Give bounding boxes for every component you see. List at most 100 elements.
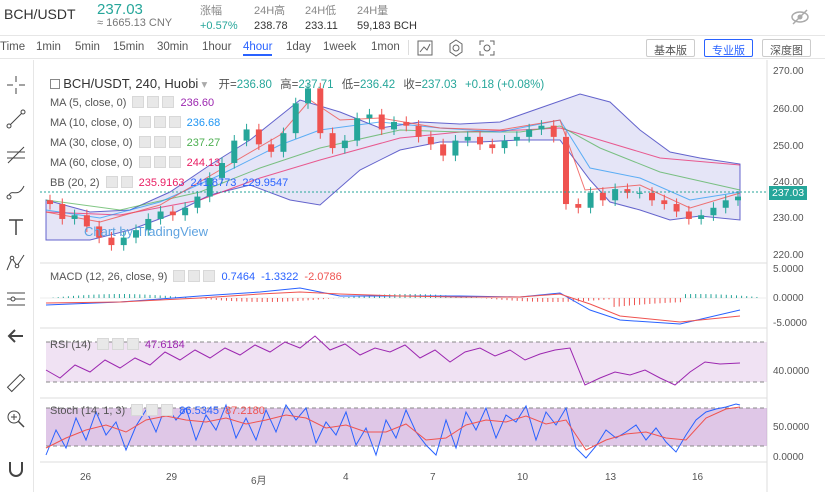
candle-body	[341, 140, 348, 149]
time-tick: 6月	[251, 476, 267, 487]
candle-body	[526, 129, 533, 137]
time-tick: 13	[605, 472, 617, 483]
rsi-line	[45, 335, 741, 386]
candle-body	[231, 140, 238, 163]
crosshair-icon[interactable]	[5, 74, 27, 96]
candle-body	[501, 140, 508, 149]
candle-body	[378, 114, 385, 130]
time-tick: 10	[517, 472, 529, 483]
candle-body	[440, 144, 447, 156]
chevron-down-icon[interactable]: ▾	[201, 79, 208, 91]
stat-high: 24H高 238.78	[254, 5, 288, 32]
cny-price: ≈ 1665.13 CNY	[97, 17, 173, 29]
candle-body	[182, 207, 189, 216]
candle-body	[96, 226, 103, 238]
candle-body	[489, 144, 496, 149]
text-icon[interactable]	[5, 216, 27, 238]
legend-symbol: BCH/USDT, 240, Huobi	[63, 76, 199, 91]
chart-type-icon[interactable]	[416, 39, 434, 57]
trendline-icon[interactable]	[5, 108, 27, 130]
rsi-legend[interactable]: RSI (14) 47.6184	[50, 338, 185, 351]
stoch-tick: 50.0000	[773, 422, 810, 433]
candle-body	[599, 192, 606, 201]
stoch-legend[interactable]: Stoch (14, 1, 3) 86.5345 87.2180	[50, 404, 265, 417]
candle-body	[538, 125, 545, 130]
fib-icon[interactable]	[5, 144, 27, 166]
interval-1week[interactable]: 1week	[323, 41, 357, 53]
candle-body	[391, 121, 397, 130]
candle-body	[550, 125, 557, 137]
interval-time[interactable]: Time	[0, 41, 26, 53]
fullscreen-icon[interactable]	[478, 39, 496, 57]
collapse-icon[interactable]	[50, 79, 60, 89]
magnet-icon[interactable]	[5, 458, 27, 480]
interval-1mon[interactable]: 1mon	[371, 41, 400, 53]
candle-body	[71, 215, 78, 219]
candle-body	[563, 136, 569, 205]
hide-eye-icon[interactable]	[789, 6, 811, 28]
drawing-toolbar	[0, 60, 34, 492]
chart-legend: BCH/USDT, 240, Huobi ▾ 开=236.80 高=237.71…	[50, 76, 544, 92]
ma10-legend[interactable]: MA (10, close, 0) 236.68	[50, 116, 221, 129]
candle-body	[59, 204, 66, 219]
candle-body	[636, 192, 643, 194]
ma60-line	[45, 127, 741, 216]
candle-body	[47, 200, 53, 205]
candle-body	[415, 125, 422, 137]
last-price: 237.03	[97, 1, 143, 18]
candle-body	[169, 211, 176, 216]
brush-icon[interactable]	[5, 180, 27, 202]
candle-body	[403, 121, 410, 126]
candle-body	[354, 118, 361, 141]
interval-5min[interactable]: 5min	[75, 41, 100, 53]
chart-canvas[interactable]	[0, 60, 825, 492]
macd-histogram	[52, 294, 758, 307]
interval-15min[interactable]: 15min	[113, 41, 145, 53]
macd-tick: 0.0000	[773, 293, 804, 304]
macd-legend[interactable]: MACD (12, 26, close, 9) 0.7464 -1.3322 -2.…	[50, 270, 342, 283]
bb-legend[interactable]: BB (20, 2) 235.9163 241.8773 229.9547	[50, 176, 289, 189]
symbol-name: BCH/USDT	[4, 6, 76, 22]
candle-body	[206, 177, 213, 197]
candle-body	[280, 133, 287, 152]
view-basic-button[interactable]: 基本版	[646, 39, 695, 57]
legend-high: 237.71	[298, 79, 334, 91]
zoom-icon[interactable]	[5, 408, 27, 430]
stat-change: 涨幅 +0.57%	[200, 5, 238, 32]
candle-body	[268, 144, 275, 152]
interval-1hour[interactable]: 1hour	[202, 41, 232, 53]
ruler-icon[interactable]	[5, 372, 27, 394]
candle-body	[305, 88, 311, 104]
back-arrow-icon[interactable]	[5, 325, 27, 347]
candle-body	[452, 140, 459, 156]
candle-body	[685, 211, 692, 219]
ma30-line	[45, 125, 741, 211]
time-tick: 29	[166, 472, 178, 483]
ma5-legend[interactable]: MA (5, close, 0) 236.60	[50, 96, 215, 109]
view-depth-button[interactable]: 深度图	[762, 39, 811, 57]
price-tick: 240.00	[773, 177, 804, 188]
time-tick: 26	[80, 472, 92, 483]
legend-low: 236.42	[359, 79, 396, 91]
stat-low: 24H低 233.11	[305, 5, 338, 32]
ma60-legend[interactable]: MA (60, close, 0) 244.13	[50, 156, 221, 169]
settings-gear-icon[interactable]	[447, 39, 465, 57]
pattern-icon[interactable]	[5, 252, 27, 274]
interval-1min[interactable]: 1min	[36, 41, 61, 53]
stoch-tick: 0.0000	[773, 452, 804, 463]
legend-change: +0.18 (+0.08%)	[464, 79, 545, 91]
interval-4hour[interactable]: 4hour	[243, 41, 273, 56]
ma30-legend[interactable]: MA (30, close, 0) 237.27	[50, 136, 221, 149]
candle-body	[612, 189, 619, 201]
candle-body	[698, 215, 705, 219]
interval-30min[interactable]: 30min	[157, 41, 189, 53]
chart-toolbar: Time 1min 5min 15min 30min 1hour 4hour 1…	[0, 37, 825, 59]
candle-body	[624, 189, 631, 193]
view-pro-button[interactable]: 专业版	[704, 39, 753, 57]
candle-body	[145, 218, 152, 231]
candle-body	[587, 192, 594, 208]
candle-body	[710, 207, 717, 216]
measure-icon[interactable]	[5, 288, 27, 310]
time-tick: 7	[430, 472, 436, 483]
interval-1day[interactable]: 1day	[286, 41, 311, 53]
